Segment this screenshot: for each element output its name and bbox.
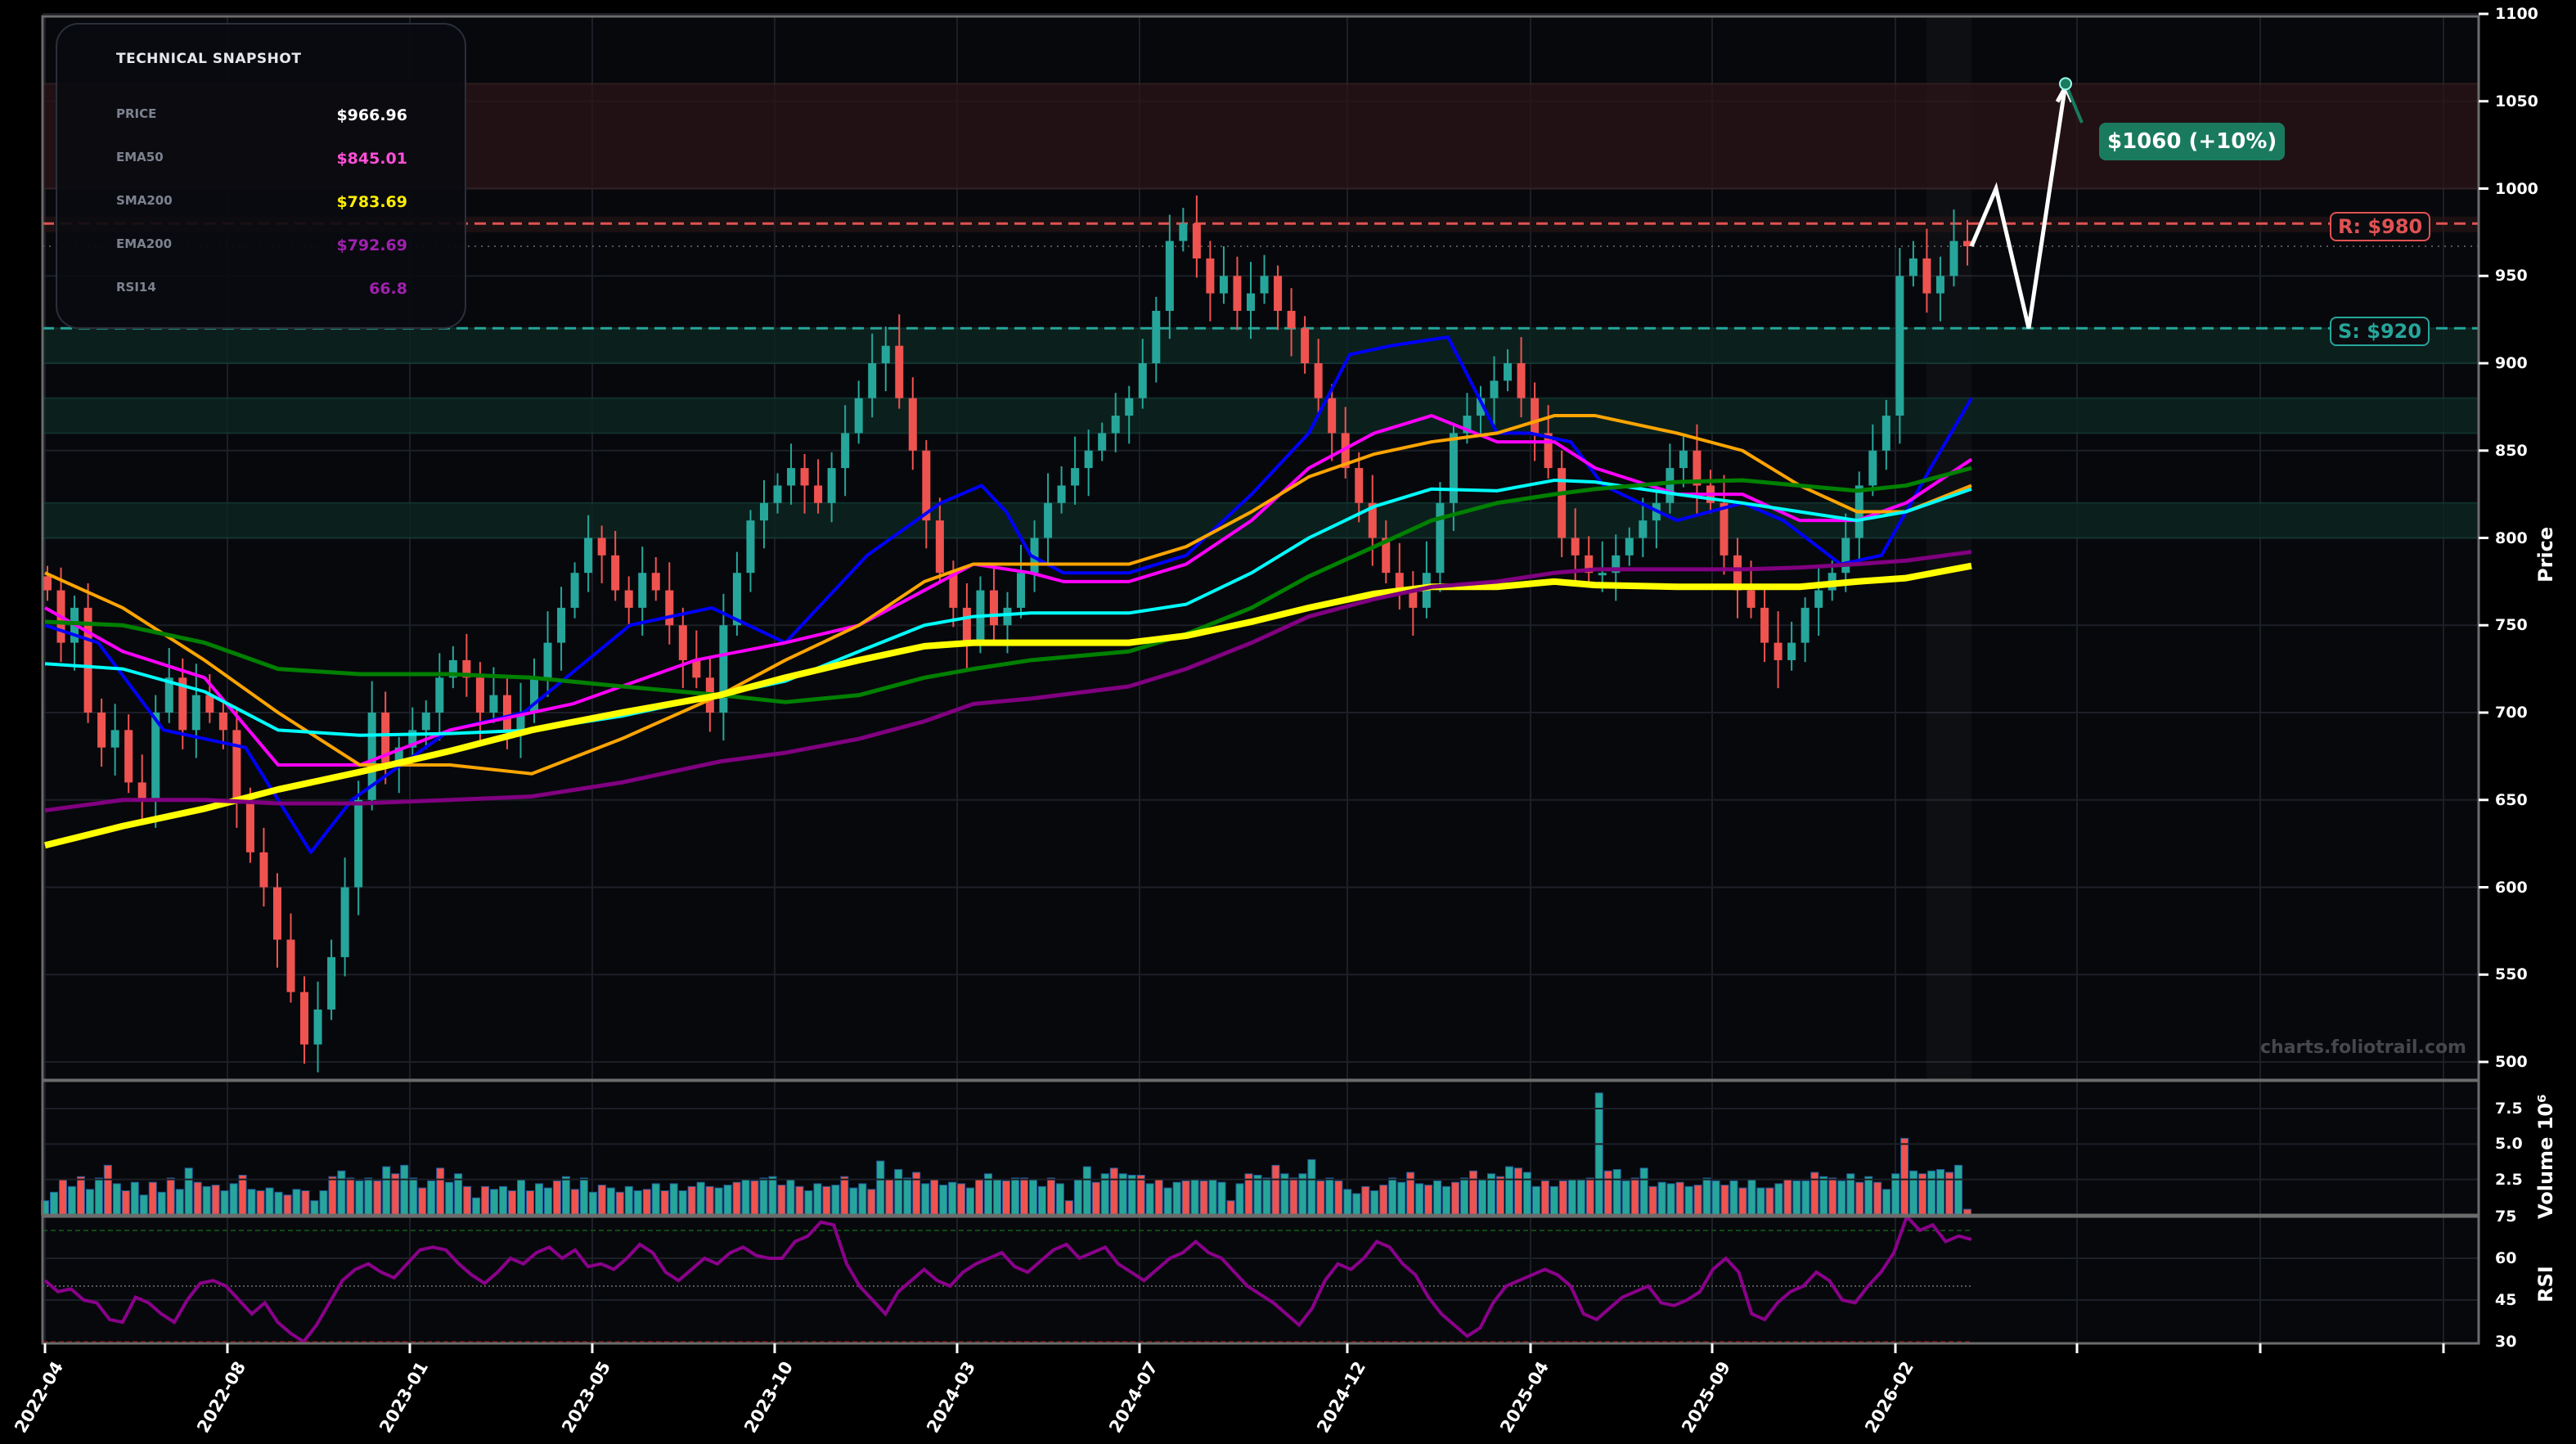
snapshot-value: 66.8 — [369, 280, 407, 298]
rsi-tick: 30 — [2495, 1333, 2517, 1351]
snapshot-label: EMA50 — [116, 150, 164, 164]
price-tick: 750 — [2495, 616, 2528, 635]
rsi-tick: 75 — [2495, 1208, 2517, 1226]
snapshot-value: $783.69 — [336, 193, 407, 211]
snapshot-label: EMA200 — [116, 236, 173, 251]
price-tick: 900 — [2495, 354, 2528, 372]
price-tick: 650 — [2495, 790, 2528, 809]
snapshot-title: TECHNICAL SNAPSHOT — [116, 51, 302, 67]
snapshot-row-sma200: SMA200 $783.69 — [116, 193, 407, 213]
price-tick: 500 — [2495, 1053, 2528, 1071]
price-tick: 600 — [2495, 878, 2528, 897]
price-tick: 700 — [2495, 704, 2528, 722]
price-tick: 850 — [2495, 441, 2528, 460]
volume-tick: 2.5 — [2495, 1170, 2523, 1189]
price-tick: 950 — [2495, 267, 2528, 286]
snapshot-value: $845.01 — [336, 150, 407, 168]
snapshot-value: $966.96 — [336, 106, 407, 124]
price-tick: 1000 — [2495, 179, 2538, 198]
snapshot-row-rsi14: RSI14 66.8 — [116, 280, 407, 299]
volume-axis-title: Volume 10⁶ — [2534, 1094, 2557, 1219]
price-tick: 1050 — [2495, 92, 2538, 110]
price-tick: 550 — [2495, 965, 2528, 984]
snapshot-row-ema50: EMA50 $845.01 — [116, 150, 407, 169]
price-target-label: $1060 (+10%) — [2099, 123, 2286, 160]
watermark: charts.foliotrail.com — [2260, 1037, 2466, 1058]
price-tick: 1100 — [2495, 5, 2538, 23]
snapshot-label: SMA200 — [116, 193, 173, 208]
snapshot-value: $792.69 — [336, 236, 407, 254]
resistance-label: R: $980 — [2330, 212, 2431, 241]
snapshot-row-ema200: EMA200 $792.69 — [116, 236, 407, 256]
technical-snapshot-panel: TECHNICAL SNAPSHOT PRICE $966.96 EMA50 $… — [56, 23, 466, 329]
price-axis-title: Price — [2534, 526, 2557, 583]
support-label: S: $920 — [2330, 317, 2430, 346]
price-tick: 800 — [2495, 529, 2528, 547]
rsi-tick: 60 — [2495, 1249, 2517, 1267]
snapshot-label: PRICE — [116, 106, 157, 121]
snapshot-row-price: PRICE $966.96 — [116, 106, 407, 126]
volume-tick: 5.0 — [2495, 1135, 2523, 1154]
rsi-tick: 45 — [2495, 1291, 2517, 1309]
snapshot-label: RSI14 — [116, 280, 156, 295]
rsi-axis-title: RSI — [2534, 1266, 2557, 1302]
volume-tick: 7.5 — [2495, 1100, 2523, 1118]
